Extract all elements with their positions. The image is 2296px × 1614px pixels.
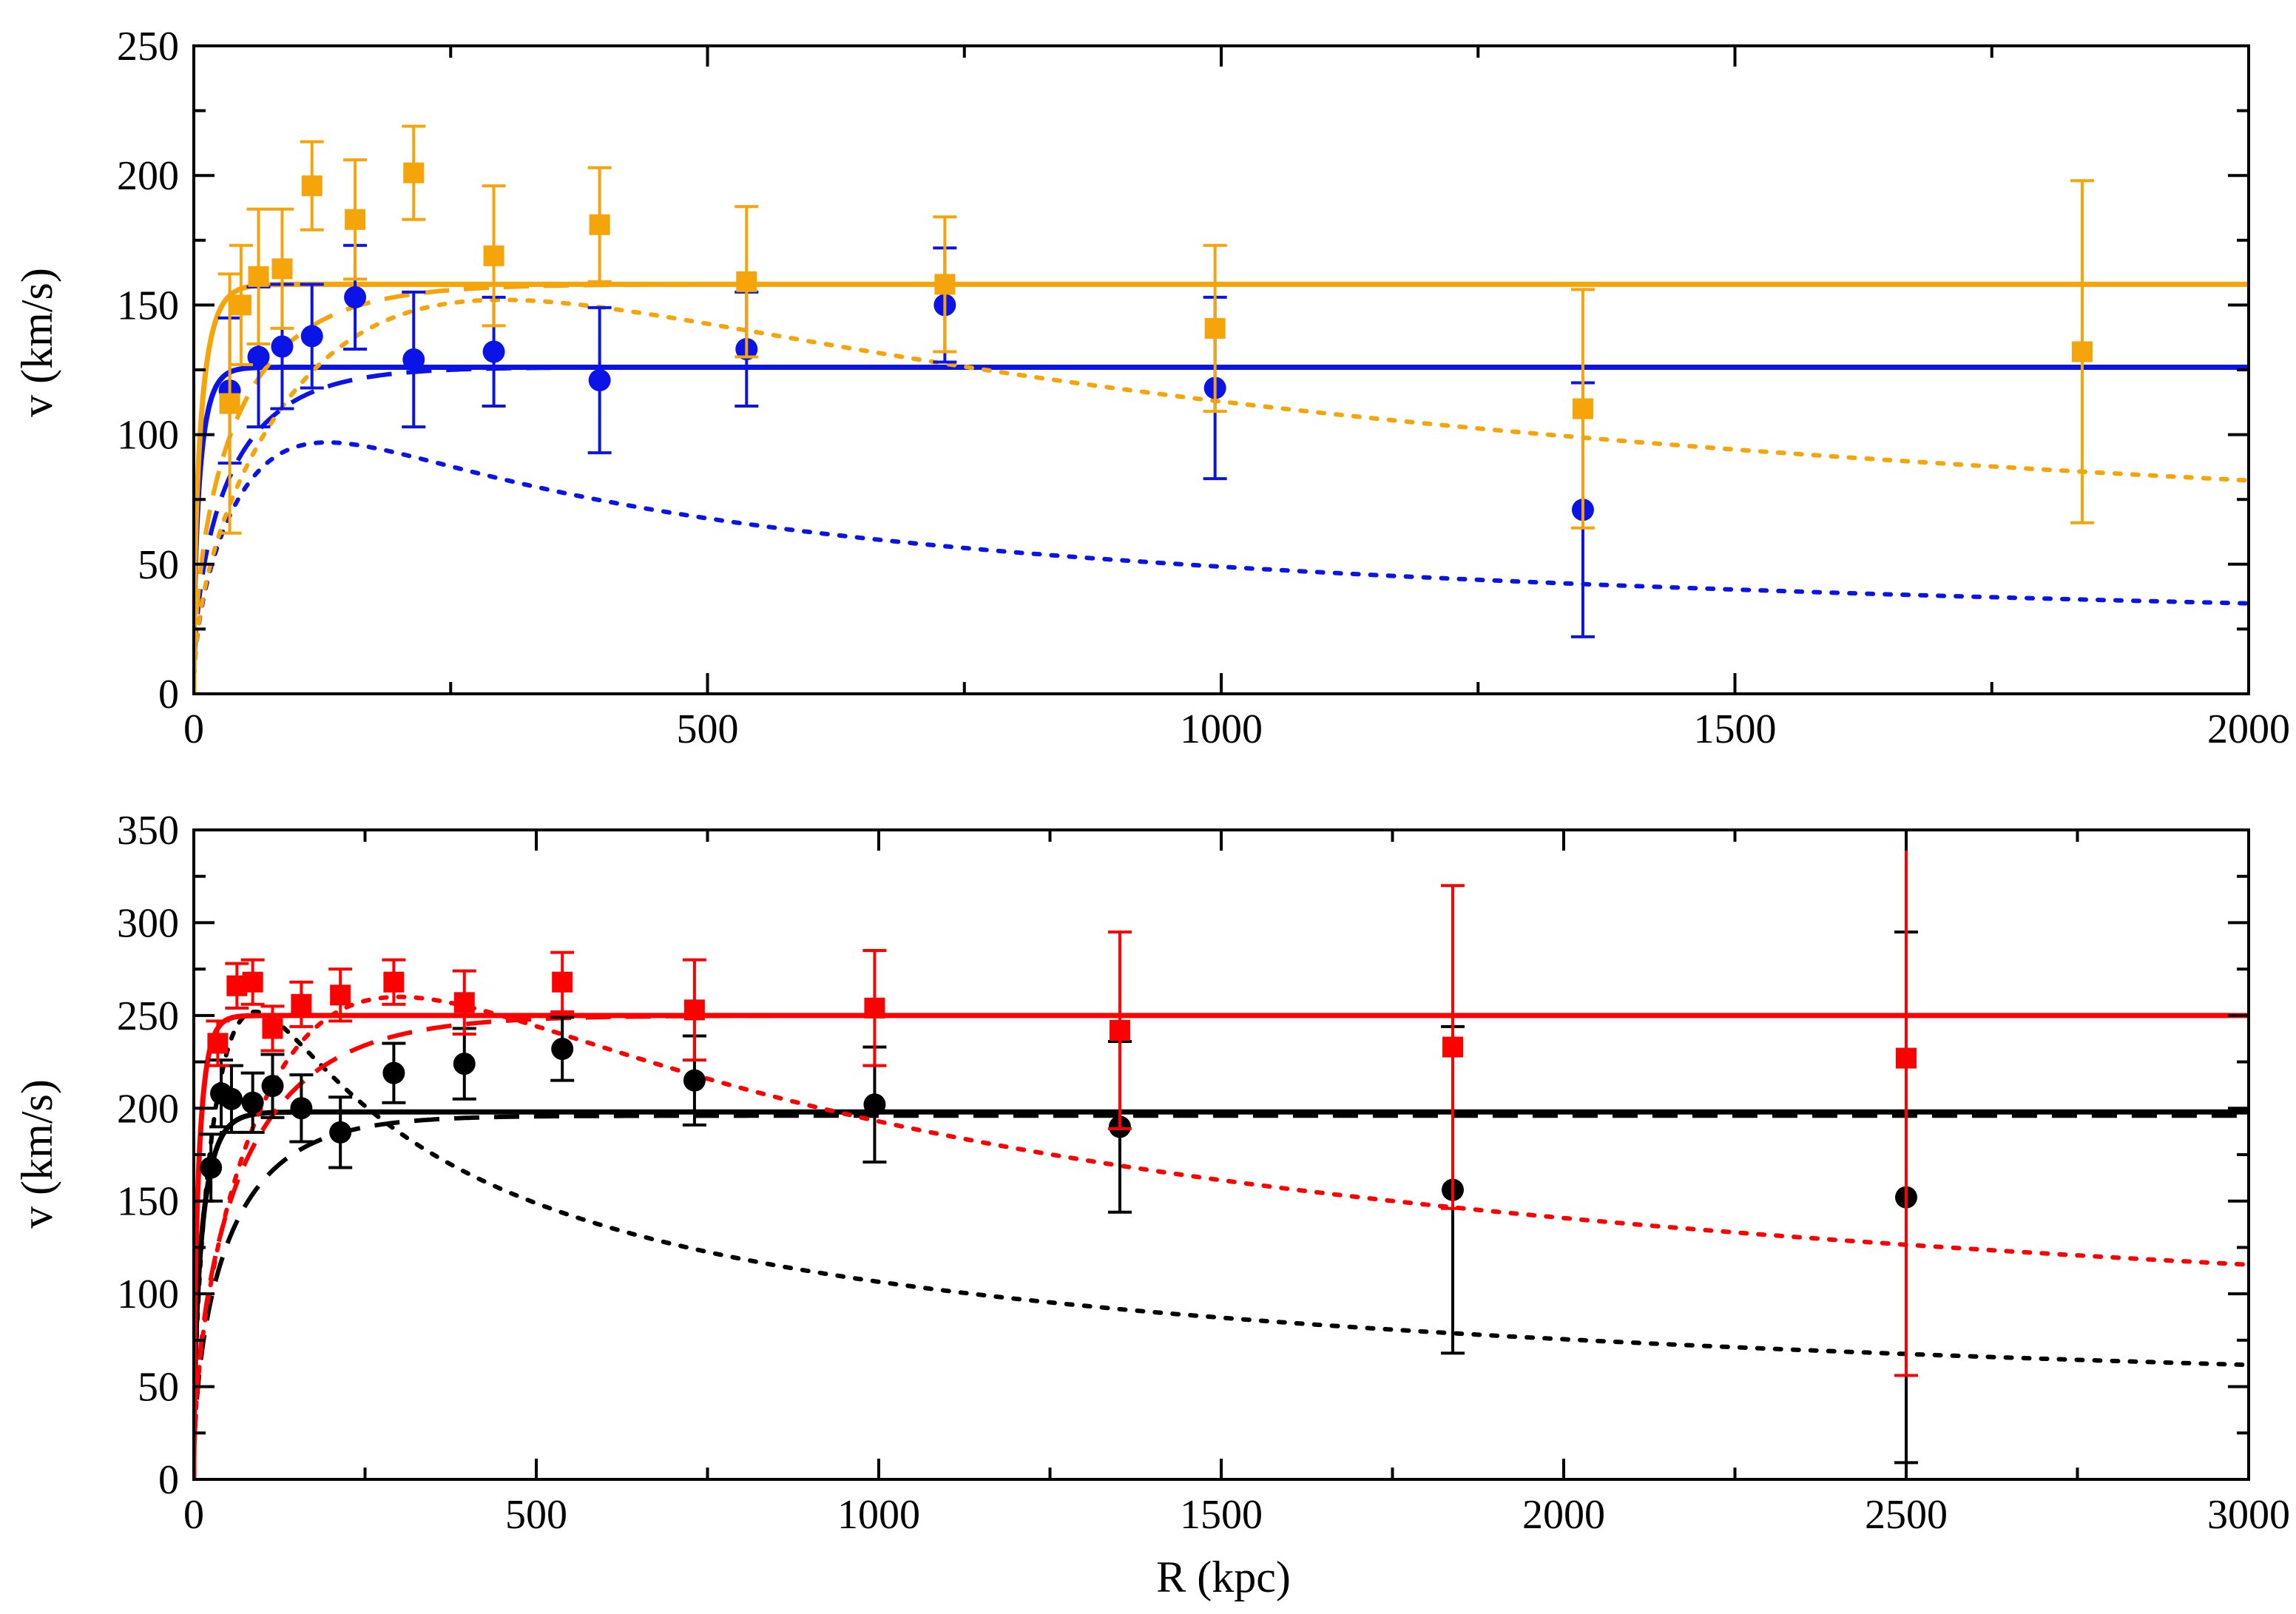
top-y-tick-label: 250	[117, 24, 179, 70]
top-x-tick-label: 1000	[1180, 706, 1263, 752]
bottom-x-tick-label: 1000	[837, 1492, 920, 1538]
top-blue-data-point	[271, 335, 294, 358]
bottom-model-black-total	[194, 1109, 2249, 1479]
bottom-red-data-point	[383, 971, 405, 993]
top-orange-data-point	[2071, 341, 2093, 362]
top-orange-data-point	[271, 258, 293, 280]
top-orange-data-point	[230, 294, 251, 316]
bottom-y-tick-label: 200	[117, 1086, 179, 1132]
bottom-red-data-point	[291, 993, 312, 1015]
bottom-red-data-point	[1896, 1047, 1917, 1069]
top-blue-data-point	[482, 340, 505, 363]
top-x-tick-label: 1500	[1694, 706, 1777, 752]
bottom-black-data-point	[453, 1053, 476, 1076]
top-orange-data-point	[1572, 398, 1593, 419]
top-y-tick-label: 50	[138, 542, 179, 588]
bottom-red-data-point	[864, 997, 885, 1019]
bottom-red-data-point	[207, 1033, 229, 1054]
top-orange-data-point	[219, 393, 240, 414]
bottom-red-data-point	[262, 1018, 283, 1039]
bottom-black-data-point	[200, 1156, 223, 1179]
bottom-black-data-point	[382, 1061, 405, 1084]
top-orange-data-point	[736, 271, 757, 292]
bottom-plot-area	[194, 830, 2249, 1479]
bottom-red-data-point	[552, 971, 573, 993]
bottom-y-tick-label: 50	[138, 1365, 179, 1411]
bottom-x-tick-label: 2000	[1522, 1492, 1605, 1538]
top-orange-data-point	[1204, 317, 1226, 339]
bottom-y-tick-label: 350	[117, 808, 179, 854]
top-orange-data-point	[589, 214, 610, 235]
bottom-black-data-point	[241, 1091, 264, 1114]
bottom-black-data-point	[329, 1121, 352, 1144]
top-model-orange-halo	[194, 282, 2249, 694]
bottom-red-data-point	[1109, 1019, 1130, 1041]
bottom-black-data-point	[683, 1069, 706, 1092]
top-orange-data-point	[934, 274, 956, 295]
bottom-y-tick-label: 300	[117, 900, 179, 946]
top-blue-data-point	[402, 348, 425, 371]
bottom-red-data-point	[330, 985, 351, 1006]
bottom-model-red-halo	[194, 1013, 2249, 1479]
top-model-orange-baryon	[194, 297, 2249, 694]
bottom-x-axis-label: R (kpc)	[1156, 1553, 1291, 1601]
top-orange-data-point	[301, 175, 323, 197]
top-x-tick-label: 2000	[2207, 706, 2290, 752]
top-orange-data-point	[403, 162, 425, 183]
bottom-y-tick-label: 100	[117, 1272, 179, 1317]
bottom-black-data-point	[551, 1038, 574, 1061]
bottom-model-black-halo	[194, 1113, 2249, 1479]
top-model-blue-halo	[194, 365, 2249, 694]
bottom-black-data-point	[290, 1097, 313, 1120]
top-plot-area	[194, 124, 2249, 694]
bottom-y-tick-label: 0	[158, 1457, 179, 1503]
bottom-red-data-point	[242, 971, 263, 993]
bottom-x-tick-label: 0	[183, 1492, 204, 1538]
bottom-panel: 0 500 1000 1500 2000 2500 3000 0 50 100 150 200 250 3…	[117, 808, 2290, 1538]
top-panel: 0 500 1000 1500 2000 0 50 100 150 200 250	[117, 24, 2290, 752]
top-blue-data-point	[344, 286, 367, 308]
top-blue-data-point	[247, 345, 270, 368]
bottom-x-tick-label: 3000	[2207, 1492, 2290, 1538]
bottom-red-data-point	[683, 999, 705, 1021]
bottom-black-data-point	[863, 1093, 886, 1116]
top-blue-data-point	[588, 369, 611, 392]
top-y-tick-label: 100	[117, 413, 179, 459]
bottom-y-tick-label: 250	[117, 993, 179, 1039]
bottom-x-tick-label: 500	[505, 1492, 567, 1538]
bottom-red-data-point	[1442, 1036, 1463, 1058]
top-x-tick-label: 0	[183, 706, 204, 752]
bottom-red-data-point	[453, 992, 475, 1013]
top-orange-data-point	[248, 266, 269, 287]
bottom-black-data-point	[220, 1087, 243, 1110]
top-y-tick-label: 0	[158, 672, 179, 717]
top-model-blue-baryon	[194, 440, 2249, 694]
top-orange-data-point	[483, 245, 504, 266]
bottom-y-axis-label: v (km/s)	[13, 1079, 61, 1229]
bottom-x-tick-label: 2500	[1865, 1492, 1948, 1538]
top-y-tick-label: 200	[117, 153, 179, 199]
top-orange-data-point	[345, 209, 366, 230]
bottom-model-black-baryon	[194, 1009, 2249, 1479]
top-blue-data-point	[300, 325, 323, 348]
top-y-tick-label: 150	[117, 283, 179, 328]
top-x-tick-label: 500	[677, 706, 739, 752]
top-y-axis-label: v (km/s)	[13, 268, 61, 417]
bottom-x-tick-label: 1500	[1180, 1492, 1263, 1538]
bottom-y-tick-label: 150	[117, 1179, 179, 1225]
bottom-black-data-point	[261, 1075, 284, 1098]
